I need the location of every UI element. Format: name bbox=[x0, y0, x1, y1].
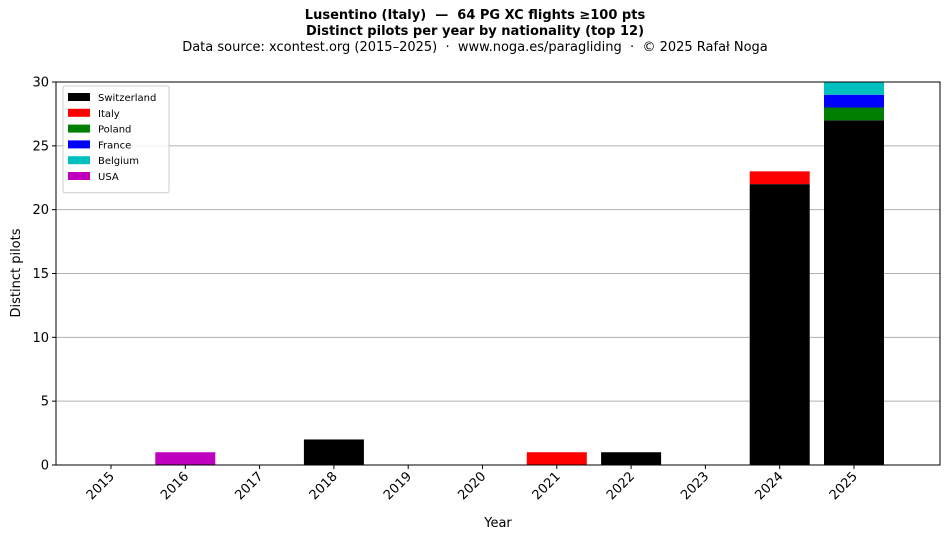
x-tick-label: 2015 bbox=[84, 469, 118, 503]
legend: Switzerland Italy Poland France Belgium USA bbox=[62, 85, 170, 194]
x-tick-label: 2025 bbox=[827, 469, 861, 503]
y-tick-label: 10 bbox=[32, 331, 49, 346]
bar-switzerland-2024 bbox=[749, 184, 810, 465]
legend-label: Italy bbox=[98, 109, 120, 120]
y-axis: 0 5 10 15 20 25 30 bbox=[32, 76, 56, 474]
x-tick-label: 2016 bbox=[158, 469, 192, 503]
legend-swatch bbox=[68, 172, 90, 180]
x-tick-label: 2019 bbox=[381, 469, 415, 503]
legend-label: USA bbox=[98, 172, 119, 183]
bar-switzerland-2018 bbox=[303, 439, 364, 465]
bar-poland-2025 bbox=[824, 107, 884, 121]
bar-italy-2024 bbox=[749, 171, 810, 185]
y-tick-label: 15 bbox=[32, 267, 49, 282]
legend-swatch bbox=[68, 93, 90, 101]
y-tick-label: 0 bbox=[41, 459, 49, 474]
chart-title-line2: Distinct pilots per year by nationality … bbox=[305, 24, 645, 39]
x-tick-label: 2022 bbox=[604, 469, 638, 503]
legend-swatch bbox=[68, 108, 90, 117]
y-tick-label: 25 bbox=[32, 139, 49, 154]
y-tick-label: 30 bbox=[32, 76, 49, 91]
x-tick-label: 2023 bbox=[678, 469, 712, 503]
legend-label: Belgium bbox=[98, 156, 139, 167]
chart-title: Lusentino (Italy) — 64 PG XC flights ≥10… bbox=[304, 8, 646, 23]
legend-swatch bbox=[68, 140, 90, 149]
legend-label: Switzerland bbox=[98, 93, 156, 104]
bar-switzerland-2025 bbox=[824, 120, 884, 466]
x-axis-label: Year bbox=[483, 516, 512, 531]
bar-belgium-2025 bbox=[824, 82, 884, 95]
bar-series bbox=[155, 82, 884, 466]
bar-italy-2021 bbox=[526, 452, 587, 465]
x-tick-label: 2020 bbox=[455, 469, 489, 503]
x-tick-label: 2024 bbox=[753, 469, 787, 503]
x-tick-label: 2018 bbox=[307, 469, 341, 503]
y-tick-label: 20 bbox=[32, 203, 49, 218]
x-tick-label: 2017 bbox=[232, 469, 266, 503]
bar-usa-2016 bbox=[155, 452, 216, 465]
y-tick-label: 5 bbox=[41, 395, 49, 410]
bar-france-2025 bbox=[824, 94, 884, 108]
x-tick-label: 2021 bbox=[530, 469, 564, 503]
legend-label: France bbox=[98, 140, 131, 151]
y-axis-label: Distinct pilots bbox=[9, 228, 24, 317]
bar-switzerland-2022 bbox=[601, 452, 662, 465]
legend-swatch bbox=[68, 124, 90, 133]
chart-title-block: Lusentino (Italy) — 64 PG XC flights ≥10… bbox=[0, 8, 950, 56]
chart-subtitle: Data source: xcontest.org (2015–2025) · … bbox=[182, 40, 768, 55]
legend-swatch bbox=[68, 156, 90, 165]
x-axis: 2015 2016 2017 2018 2019 2020 2021 2022 2023 2024… bbox=[84, 465, 861, 503]
legend-label: Poland bbox=[98, 125, 131, 136]
